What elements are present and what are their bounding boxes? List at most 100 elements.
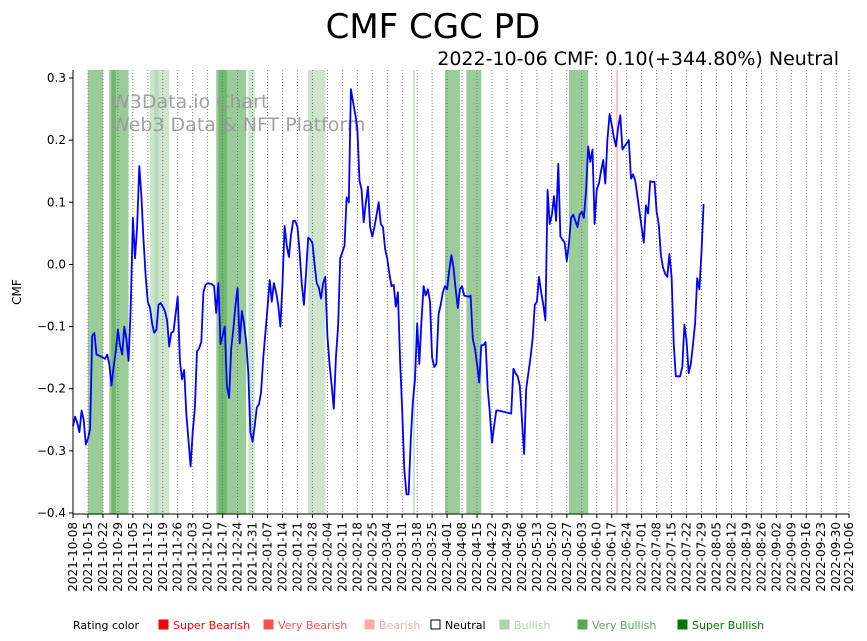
x-tick-label: 2022-03-04 [380, 522, 394, 592]
legend-item-label: Super Bearish [173, 619, 250, 632]
legend-item-label: Bullish [514, 619, 550, 632]
x-tick-label: 2022-08-05 [709, 522, 723, 592]
legend-item-label: Super Bullish [692, 619, 764, 632]
legend-title: Rating color [73, 619, 140, 632]
x-tick-label: 2021-10-08 [66, 522, 80, 592]
chart-title: CMF CGC PD [326, 7, 541, 47]
y-axis-label: CMF [10, 279, 24, 305]
rating-band-3 [111, 70, 116, 514]
x-tick-label: 2022-08-12 [724, 522, 738, 592]
x-tick-label: 2022-06-10 [590, 522, 604, 592]
x-tick-label: 2022-07-22 [680, 522, 694, 592]
x-tick-label: 2022-07-15 [665, 522, 679, 592]
x-tick-label: 2022-06-03 [575, 522, 589, 592]
y-tick-label: 0.0 [47, 257, 66, 271]
x-tick-label: 2021-12-31 [246, 522, 260, 592]
x-tick-label: 2021-10-22 [96, 522, 110, 592]
axes [72, 70, 849, 515]
legend-swatch [677, 619, 688, 630]
x-tick-label: 2022-08-26 [754, 522, 768, 592]
legend-item-label: Very Bearish [278, 619, 347, 632]
legend-swatch [499, 619, 510, 630]
x-tick-label: 2022-05-20 [545, 522, 559, 592]
legend-swatch [364, 619, 375, 630]
x-tick-label: 2022-01-14 [275, 522, 289, 592]
x-tick-label: 2022-09-09 [784, 522, 798, 592]
rating-band-1 [87, 70, 103, 514]
x-ticks: 2021-10-08 2021-10-15 2021-10-22 2021-10-29… [66, 514, 856, 592]
y-tick-label: −0.3 [37, 444, 66, 458]
x-tick-label: 2022-04-29 [500, 522, 514, 592]
legend-swatch [158, 619, 169, 630]
x-tick-label: 2022-04-15 [470, 522, 484, 592]
legend-item-label: Bearish [379, 619, 420, 632]
y-ticks: −0.4 −0.3 −0.2 −0.1 0.0 0.1 0.2 0.3 [37, 71, 73, 520]
x-tick-label: 2022-09-30 [829, 522, 843, 592]
x-tick-label: 2021-12-17 [216, 522, 230, 592]
legend-item-label: Very Bullish [592, 619, 656, 632]
x-tick-label: 2022-04-08 [455, 522, 469, 592]
y-tick-label: 0.2 [47, 133, 66, 147]
x-tick-label: 2022-07-08 [650, 522, 664, 592]
legend-swatch [263, 619, 274, 630]
y-tick-label: −0.4 [37, 506, 66, 520]
x-tick-label: 2022-01-07 [261, 522, 275, 592]
y-tick-label: −0.1 [37, 320, 66, 334]
x-tick-label: 2022-02-11 [335, 522, 349, 592]
rating-bands [87, 70, 619, 514]
rating-legend: Rating color Super Bearish Very Bearish Be… [73, 619, 764, 632]
x-tick-label: 2022-05-27 [560, 522, 574, 592]
rating-band-14 [615, 70, 619, 514]
x-tick-label: 2022-09-16 [799, 522, 813, 592]
legend-item-label: Neutral [445, 619, 486, 632]
x-tick-label: 2021-10-15 [81, 522, 95, 592]
x-tick-label: 2022-07-29 [694, 522, 708, 592]
x-tick-label: 2021-12-24 [231, 522, 245, 592]
x-tick-label: 2022-02-04 [320, 522, 334, 592]
x-tick-label: 2022-04-22 [485, 522, 499, 592]
y-tick-label: −0.2 [37, 382, 66, 396]
x-tick-label: 2022-04-01 [440, 522, 454, 592]
x-tick-label: 2021-11-05 [126, 522, 140, 592]
x-tick-label: 2022-02-25 [365, 522, 379, 592]
rating-band-8 [248, 70, 255, 514]
rating-band-12 [466, 70, 482, 514]
legend-swatch [430, 619, 441, 630]
chart-subtitle: 2022-10-06 CMF: 0.10(+344.80%) Neutral [437, 48, 839, 70]
x-tick-label: 2022-09-23 [814, 522, 828, 592]
x-tick-label: 2021-11-19 [156, 522, 170, 592]
watermark: W3Data.io Chart Web3 Data & NFT Platform [111, 91, 365, 136]
watermark-line-2: Web3 Data & NFT Platform [111, 114, 365, 136]
x-tick-label: 2021-12-03 [186, 522, 200, 592]
x-tick-label: 2021-11-12 [141, 522, 155, 592]
x-tick-label: 2022-03-25 [425, 522, 439, 592]
x-tick-label: 2022-03-18 [410, 522, 424, 592]
rating-band-4 [149, 70, 170, 514]
x-tick-label: 2022-10-06 [842, 522, 856, 592]
x-tick-label: 2022-01-28 [305, 522, 319, 592]
rating-band-5 [154, 70, 159, 514]
vertical-gridlines [72, 70, 850, 514]
x-tick-label: 2022-06-17 [605, 522, 619, 592]
x-tick-label: 2021-12-10 [201, 522, 215, 592]
y-tick-label: 0.1 [47, 195, 66, 209]
rating-band-10 [412, 70, 416, 514]
y-tick-label: 0.3 [47, 71, 66, 85]
x-tick-label: 2022-03-11 [395, 522, 409, 592]
x-tick-label: 2022-06-24 [620, 522, 634, 592]
watermark-line-1: W3Data.io Chart [111, 91, 268, 113]
x-tick-label: 2021-10-29 [111, 522, 125, 592]
x-tick-label: 2022-08-19 [739, 522, 753, 592]
x-tick-label: 2022-05-06 [515, 522, 529, 592]
x-tick-label: 2022-02-18 [350, 522, 364, 592]
legend-swatch [577, 619, 588, 630]
x-tick-label: 2022-05-13 [530, 522, 544, 592]
x-tick-label: 2022-09-02 [769, 522, 783, 592]
rating-band-13 [568, 70, 589, 514]
rating-band-11 [444, 70, 460, 514]
cmf-series-line [72, 88, 705, 496]
x-tick-label: 2022-07-01 [635, 522, 649, 592]
x-tick-label: 2021-11-26 [171, 522, 185, 592]
x-tick-label: 2022-01-21 [290, 522, 304, 592]
